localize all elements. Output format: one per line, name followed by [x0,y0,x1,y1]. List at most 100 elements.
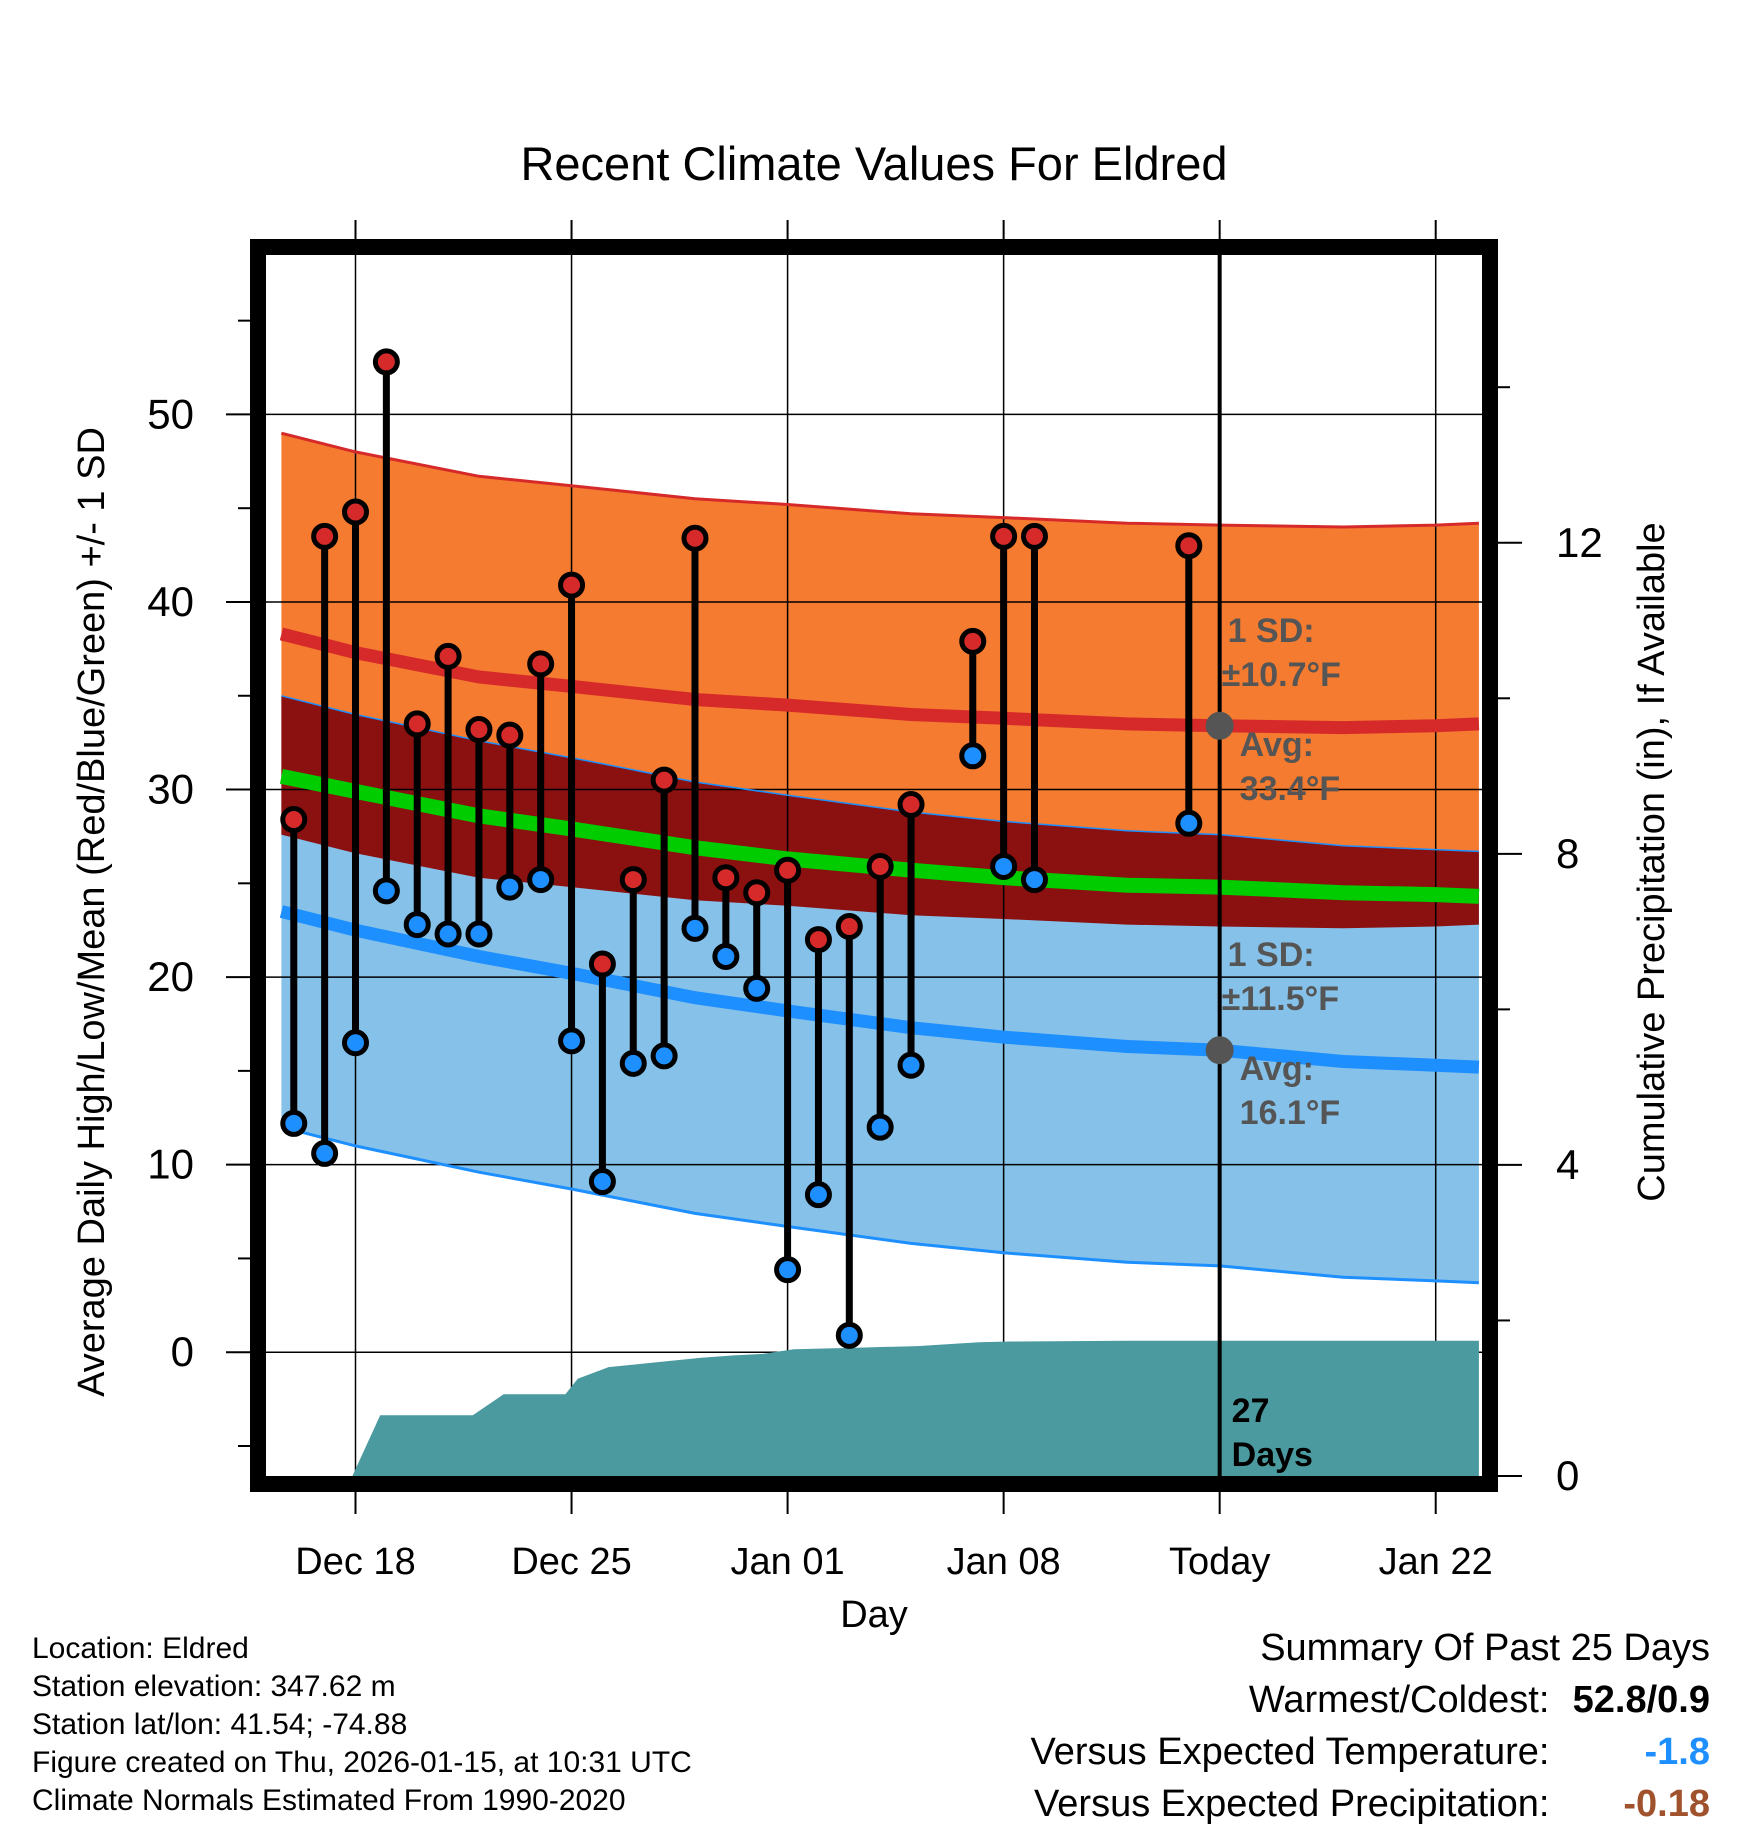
daily-high-point [280,806,308,834]
daily-low-point [527,866,555,894]
precip-value: -0.18 [1623,1783,1710,1825]
y-tick-label: 20 [147,953,194,1000]
daily-low-point [866,1113,894,1141]
overlap-sd-band [281,695,1479,929]
daily-high-point [681,524,709,552]
low-avg-marker [1205,1036,1234,1065]
summary-panel: Summary Of Past 25 Days Warmest/Coldest:… [1031,1622,1710,1830]
daily-low-point [342,1029,370,1057]
location-text: Location: Eldred [32,1632,249,1665]
summary-temp-row: Versus Expected Temperature: -1.8 [1031,1726,1710,1778]
daily-low-point [681,914,709,942]
daily-low-point [558,1027,586,1055]
daily-low-point [712,942,740,970]
daily-high-point [712,864,740,892]
plot-clipped-group [258,247,1490,1484]
daily-high-point [990,522,1018,550]
daily-low-point [650,1042,678,1070]
daily-high-point [465,716,493,744]
daily-high-point [959,627,987,655]
y2-tick-label: 12 [1556,519,1603,566]
daily-low-point [434,920,462,948]
daily-high-point [835,912,863,940]
chart-title: Recent Climate Values For Eldred [520,137,1227,190]
x-tick-label: Jan 22 [1379,1541,1493,1583]
temp-value: -1.8 [1644,1731,1710,1773]
y-tick-label: 30 [147,766,194,813]
daily-high-point [527,650,555,678]
precip-label: Versus Expected Precipitation: [1034,1783,1550,1825]
daily-high-point [311,522,339,550]
y-axis-label: Average Daily High/Low/Mean (Red/Blue/Gr… [71,427,113,1397]
daily-high-point [743,879,771,907]
y-tick-label: 0 [171,1328,194,1375]
y-tick-label: 50 [147,390,194,437]
daily-low-point [465,920,493,948]
daily-low-point [588,1168,616,1196]
summary-precip-row: Versus Expected Precipitation: -0.18 [1031,1778,1710,1830]
daily-high-point [434,642,462,670]
daily-low-point [835,1321,863,1349]
x-axis-label: Day [840,1594,908,1636]
x-tick-label: Jan 01 [731,1541,845,1583]
summary-title: Summary Of Past 25 Days [1260,1627,1710,1669]
high-avg-marker [1205,711,1234,740]
daily-low-point [743,974,771,1002]
daily-low-point [280,1109,308,1137]
daily-low-point [959,742,987,770]
x-tick-label: Dec 18 [295,1541,415,1583]
low-lower-sd-line [281,1125,1479,1285]
daily-low-point [897,1051,925,1079]
station-info: Location: Eldred Station elevation: 347.… [32,1630,692,1820]
daily-low-point [403,911,431,939]
daily-high-point [897,791,925,819]
days-count-label: 27 [1232,1392,1270,1430]
daily-high-point [342,498,370,526]
precip-area [281,1340,1479,1484]
daily-high-point [619,866,647,894]
temp-label: Versus Expected Temperature: [1030,1731,1550,1773]
high-mean-line [279,627,1480,735]
elevation-text: Station elevation: 347.62 m [32,1670,396,1703]
daily-low-point [804,1181,832,1209]
low-sd-value: ±11.5°F [1222,980,1339,1018]
daily-low-point [1020,866,1048,894]
daily-high-point [866,852,894,880]
daily-high-point [403,710,431,738]
x-tick-label: Jan 08 [947,1541,1061,1583]
daily-high-point [1175,532,1203,560]
daily-high-point [588,950,616,978]
created-text: Figure created on Thu, 2026-01-15, at 10… [32,1746,692,1779]
x-tick-label: Today [1169,1541,1270,1583]
high-sd-label: 1 SD: [1228,612,1315,650]
low-avg-label: Avg: [1240,1050,1314,1088]
daily-low-point [619,1049,647,1077]
low-avg-value: 16.1°F [1240,1094,1341,1132]
daily-low-point [1175,809,1203,837]
plot-area: 1 SD: ±10.7°F Avg: 33.4°F 1 SD: ±11.5°F Avg: 16… [147,220,1603,1583]
daily-low-point [372,877,400,905]
warmest-label: Warmest/Coldest: [1248,1679,1550,1721]
low-sd-label: 1 SD: [1228,936,1315,974]
daily-low-point [311,1139,339,1167]
high-avg-label: Avg: [1240,726,1314,764]
days-unit-label: Days [1232,1436,1313,1474]
y-tick-label: 10 [147,1141,194,1188]
plot-frame [250,239,1498,1492]
high-sd-value: ±10.7°F [1222,656,1341,694]
y2-tick-label: 0 [1556,1452,1579,1499]
y2-tick-label: 4 [1556,1141,1579,1188]
y-tick-label: 40 [147,578,194,625]
daily-low-point [496,873,524,901]
daily-high-point [774,856,802,884]
x-tick-label: Dec 25 [511,1541,631,1583]
daily-high-point [372,348,400,376]
high-avg-value: 33.4°F [1240,770,1341,808]
normals-text: Climate Normals Estimated From 1990-2020 [32,1784,626,1817]
daily-high-point [650,766,678,794]
warmest-value: 52.8/0.9 [1572,1679,1710,1721]
latlon-text: Station lat/lon: 41.54; -74.88 [32,1708,408,1741]
daily-high-point [558,571,586,599]
daily-high-point [496,721,524,749]
